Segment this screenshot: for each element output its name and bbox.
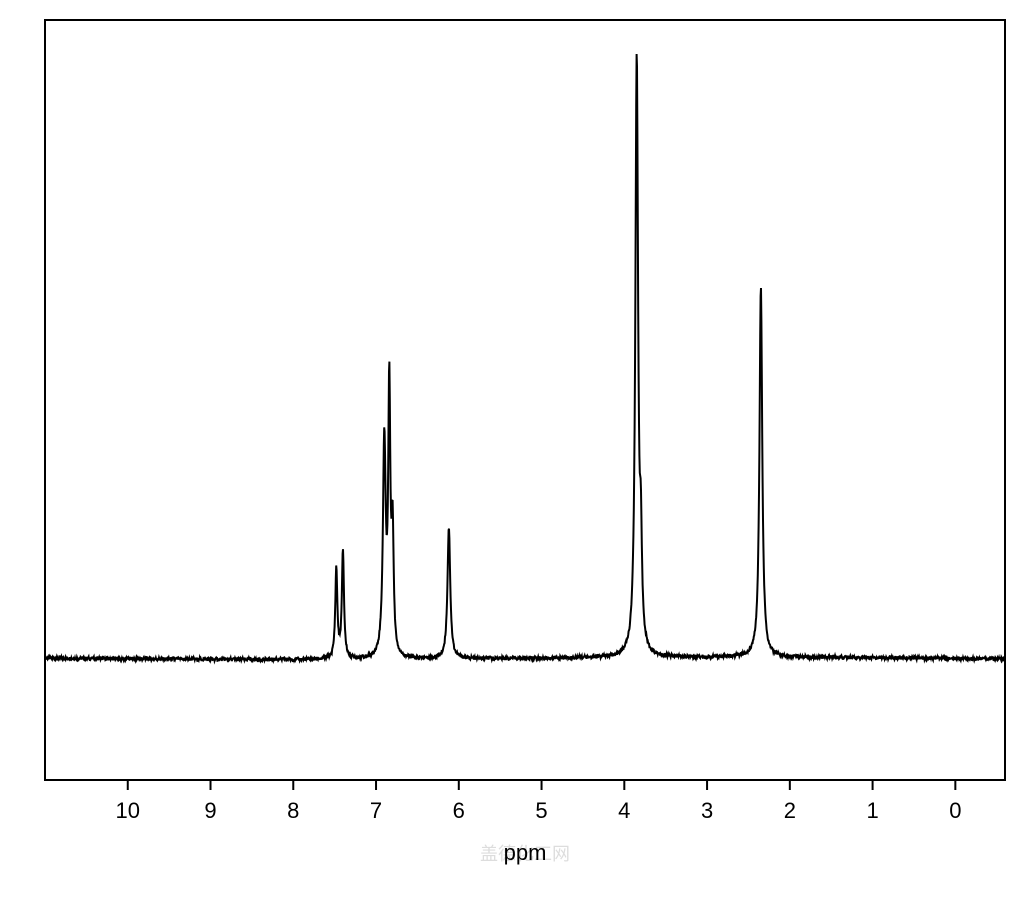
xtick-label: 9 bbox=[204, 798, 216, 823]
plot-border bbox=[45, 20, 1005, 780]
xtick-label: 4 bbox=[618, 798, 630, 823]
xtick-label: 10 bbox=[116, 798, 140, 823]
xtick-label: 3 bbox=[701, 798, 713, 823]
nmr-spectrum-chart: 109876543210盖德化工网ppm bbox=[0, 0, 1024, 900]
xtick-label: 5 bbox=[535, 798, 547, 823]
xtick-label: 2 bbox=[784, 798, 796, 823]
spectrum-trace bbox=[45, 54, 1005, 661]
x-axis-label: ppm bbox=[504, 840, 547, 865]
spectrum-svg: 109876543210盖德化工网ppm bbox=[0, 0, 1024, 900]
xtick-label: 7 bbox=[370, 798, 382, 823]
xtick-label: 6 bbox=[453, 798, 465, 823]
xtick-label: 0 bbox=[949, 798, 961, 823]
xtick-label: 1 bbox=[866, 798, 878, 823]
xtick-label: 8 bbox=[287, 798, 299, 823]
